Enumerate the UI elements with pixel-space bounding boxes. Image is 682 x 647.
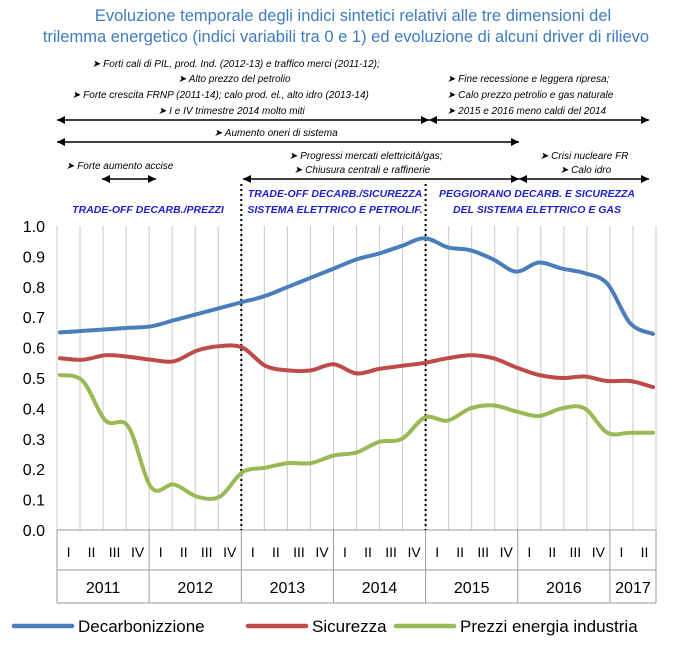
phase-label: TRADE-OFF DECARB./PREZZI xyxy=(72,204,225,216)
x-quarter-label: III xyxy=(477,544,489,560)
x-quarter-label: IV xyxy=(592,544,606,560)
y-tick-label: 0.2 xyxy=(23,462,45,479)
phase-label: PEGGIORANO DECARB. E SICUREZZA xyxy=(439,188,635,200)
driver-note: ➤ Forte aumento accise xyxy=(66,161,174,172)
driver-note: ➤ I e IV trimestre 2014 molto miti xyxy=(158,106,306,117)
x-quarter-label: III xyxy=(109,544,121,560)
driver-note: ➤ Calo idro xyxy=(560,165,612,176)
x-year-label: 2016 xyxy=(546,580,582,597)
x-year-label: 2015 xyxy=(454,580,490,597)
x-quarter-label: I xyxy=(159,544,163,560)
y-tick-label: 0.5 xyxy=(23,371,45,388)
y-axis: 0.0 0.1 0.2 0.3 0.4 0.5 0.6 0.7 0.8 0.9 1.0 xyxy=(23,219,45,540)
x-year-label: 2012 xyxy=(177,580,213,597)
driver-note: ➤ Chiusura centrali e raffinerie xyxy=(294,165,431,176)
y-tick-label: 0.1 xyxy=(23,493,45,510)
series-line xyxy=(58,373,655,501)
x-quarter-label: III xyxy=(570,544,582,560)
x-quarter-label: I xyxy=(343,544,347,560)
y-tick-label: 1.0 xyxy=(23,219,45,236)
x-quarter-label: II xyxy=(548,544,556,560)
series-line xyxy=(58,236,655,336)
x-year-label: 2011 xyxy=(86,580,121,597)
driver-note: ➤ Progressi mercati elettricità/gas; xyxy=(289,151,443,162)
y-tick-label: 0.9 xyxy=(23,249,45,266)
legend-label: Prezzi energia industria xyxy=(460,617,638,636)
y-tick-label: 0.0 xyxy=(23,523,45,540)
phase-label: TRADE-OFF DECARB./SICUREZZA xyxy=(248,188,422,200)
series-line xyxy=(58,343,655,390)
x-quarter-label: III xyxy=(293,544,305,560)
x-year-label: 2013 xyxy=(270,580,306,597)
phase-label: SISTEMA ELETTRICO E PETROLIF. xyxy=(247,204,422,216)
y-tick-label: 0.7 xyxy=(23,310,45,327)
driver-note: ➤ Calo prezzo petrolio e gas naturale xyxy=(447,90,614,101)
x-quarter-label: II xyxy=(180,544,188,560)
x-quarter-label: II xyxy=(456,544,464,560)
y-tick-label: 0.8 xyxy=(23,280,45,297)
x-quarter-label: III xyxy=(201,544,213,560)
data-series xyxy=(58,236,655,501)
x-year-label: 2017 xyxy=(615,580,651,597)
x-quarter-label: I xyxy=(435,544,439,560)
x-quarter-label: IV xyxy=(407,544,421,560)
x-quarter-label: I xyxy=(527,544,531,560)
x-quarter-label: IV xyxy=(223,544,237,560)
y-tick-label: 0.6 xyxy=(23,341,45,358)
y-tick-label: 0.3 xyxy=(23,432,45,449)
driver-annotations: ➤ Forti cali di PIL, prod. Ind. (2012-13… xyxy=(66,59,628,176)
legend-label: Decarbonizzione xyxy=(78,617,205,636)
chart-title-line-2: trilemma energetico (indici variabili tr… xyxy=(43,28,649,46)
legend: Decarbonizzione Sicurezza Prezzi energia i… xyxy=(11,617,638,636)
driver-note: ➤ Crisi nucleare FR xyxy=(540,151,628,162)
driver-note: ➤ Forti cali di PIL, prod. Ind. (2012-13… xyxy=(92,59,380,70)
x-quarter-label: I xyxy=(67,544,71,560)
x-quarter-label: II xyxy=(364,544,372,560)
y-tick-label: 0.4 xyxy=(23,401,45,418)
x-quarter-label: II xyxy=(88,544,96,560)
legend-label: Sicurezza xyxy=(312,617,387,636)
driver-note: ➤ Alto prezzo del petrolio xyxy=(178,74,291,85)
x-year-label: 2014 xyxy=(362,580,398,597)
driver-note: ➤ Forte crescita FRNP (2011-14); calo pr… xyxy=(72,90,369,101)
x-quarter-label: IV xyxy=(500,544,514,560)
driver-note: ➤ Aumento oneri di sistema xyxy=(214,128,338,139)
chart-title-line-1: Evoluzione temporale degli indici sintet… xyxy=(95,7,611,25)
x-quarter-label: IV xyxy=(131,544,145,560)
phase-label: DEL SISTEMA ELETTRICO E GAS xyxy=(453,204,621,216)
x-quarter-label: IV xyxy=(315,544,329,560)
driver-note: ➤ Fine recessione e leggera ripresa; xyxy=(447,74,610,85)
x-quarter-label: I xyxy=(619,544,623,560)
driver-note: ➤ 2015 e 2016 meno caldi del 2014 xyxy=(447,106,607,117)
x-quarter-label: I xyxy=(251,544,255,560)
x-quarter-label: II xyxy=(272,544,280,560)
x-axis: I II III IV I II III IV I II III IV I II III IV I II III IV… xyxy=(56,530,657,604)
x-quarter-label: III xyxy=(385,544,397,560)
x-quarter-label: II xyxy=(641,544,649,560)
period-arrows xyxy=(57,116,649,183)
